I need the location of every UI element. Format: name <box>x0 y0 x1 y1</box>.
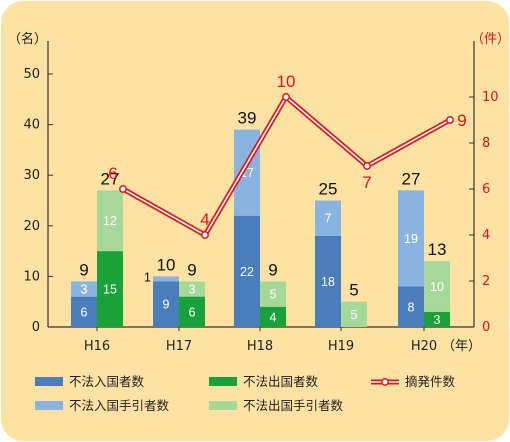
bar-segment <box>71 296 97 327</box>
left-axis-unit: （名） <box>8 31 47 47</box>
bar-segment <box>179 281 205 297</box>
left-tick-label: 20 <box>23 219 40 234</box>
bar-segment <box>179 296 205 327</box>
bar-segment-label: 22 <box>240 265 254 279</box>
bar-segment-label: 9 <box>163 298 170 312</box>
line-point-label: 4 <box>200 210 209 229</box>
bar-segment <box>97 251 123 327</box>
bar-segment-label: 15 <box>103 283 117 297</box>
x-tick-label: H18 <box>247 339 273 354</box>
legend-swatch <box>209 377 237 386</box>
bar-segment-label: 19 <box>404 232 418 246</box>
right-tick-label: 4 <box>482 228 490 243</box>
left-tick-label: 30 <box>23 168 40 183</box>
legend-swatch <box>35 401 63 410</box>
bar-segment <box>260 306 286 327</box>
bar-segment-label: 3 <box>81 283 88 297</box>
bar-total-label: 27 <box>402 169 421 188</box>
bar-segment-label: 12 <box>103 214 117 228</box>
bar-segment <box>153 276 179 282</box>
line-point-label: 10 <box>277 72 296 91</box>
bar-segment-label: 3 <box>434 313 441 327</box>
bar-segment <box>315 200 341 236</box>
bar-segment-label: 5 <box>270 288 277 302</box>
left-tick-label: 50 <box>23 67 40 82</box>
line-point <box>201 231 209 239</box>
line-point <box>282 93 290 101</box>
bar-total-label: 27 <box>101 169 120 188</box>
bar-segment-label: 3 <box>189 283 196 297</box>
bar-segment <box>398 190 424 287</box>
right-tick-label: 0 <box>482 320 490 335</box>
x-tick-label: H17 <box>166 339 192 354</box>
line-point <box>119 185 127 193</box>
bar-segment-label: 4 <box>270 310 277 324</box>
bar-segment-label: 5 <box>351 308 358 322</box>
bar-total-label: 5 <box>349 281 358 300</box>
bar-segment <box>153 281 179 327</box>
left-tick-label: 40 <box>23 118 40 133</box>
right-tick-label: 8 <box>482 136 490 151</box>
right-tick-label: 10 <box>482 90 499 105</box>
x-axis-unit: （年） <box>442 339 481 354</box>
bar-total-label: 9 <box>187 260 196 279</box>
line-point <box>363 162 371 170</box>
bar-segment <box>315 235 341 327</box>
x-tick-label: H19 <box>328 339 354 354</box>
bar-segment <box>260 281 286 307</box>
bar-total-label: 9 <box>79 260 88 279</box>
right-tick-label: 2 <box>482 274 490 289</box>
bar-segment-label: 1 <box>144 270 151 284</box>
bar-segment <box>398 286 424 327</box>
legend-label: 不法入国者数 <box>69 374 145 389</box>
x-tick-label: H16 <box>84 339 110 354</box>
legend-label: 摘発件数 <box>405 374 456 389</box>
bar-total-label: 39 <box>238 109 257 128</box>
bar-total-label: 9 <box>268 260 277 279</box>
bar-total-label: 25 <box>319 180 338 199</box>
bar-segment-label: 7 <box>325 212 332 226</box>
legend-label: 不法入国手引者数 <box>69 398 170 413</box>
x-tick-label: H20 <box>411 339 437 354</box>
bar-segment-label: 6 <box>189 305 196 319</box>
bar-segment <box>97 190 123 252</box>
right-axis-unit: （件） <box>471 32 509 47</box>
legend-line-point <box>381 378 389 386</box>
legend-label: 不法出国者数 <box>243 374 319 389</box>
bar-segment-label: 6 <box>81 305 88 319</box>
bar-segment <box>71 281 97 297</box>
bar-segment-label: 18 <box>321 275 335 289</box>
line-point-label: 9 <box>457 111 466 130</box>
bar-segment <box>424 261 450 312</box>
right-tick-label: 6 <box>482 182 490 197</box>
left-tick-label: 0 <box>32 320 40 335</box>
bar-segment <box>341 301 367 327</box>
legend-swatch <box>209 401 237 410</box>
bar-segment-label: 10 <box>430 280 444 294</box>
line-point-label: 6 <box>108 164 117 183</box>
left-tick-label: 10 <box>23 269 40 284</box>
bar-segment <box>234 215 260 327</box>
legend-swatch <box>35 377 63 386</box>
bar-segment <box>424 311 450 327</box>
line-point <box>446 116 454 124</box>
bar-total-label: 10 <box>157 255 176 274</box>
legend-label: 不法出国手引者数 <box>243 398 344 413</box>
bar-total-label: 13 <box>428 240 447 259</box>
line-point-label: 7 <box>362 173 371 192</box>
bar-segment-label: 8 <box>408 300 415 314</box>
